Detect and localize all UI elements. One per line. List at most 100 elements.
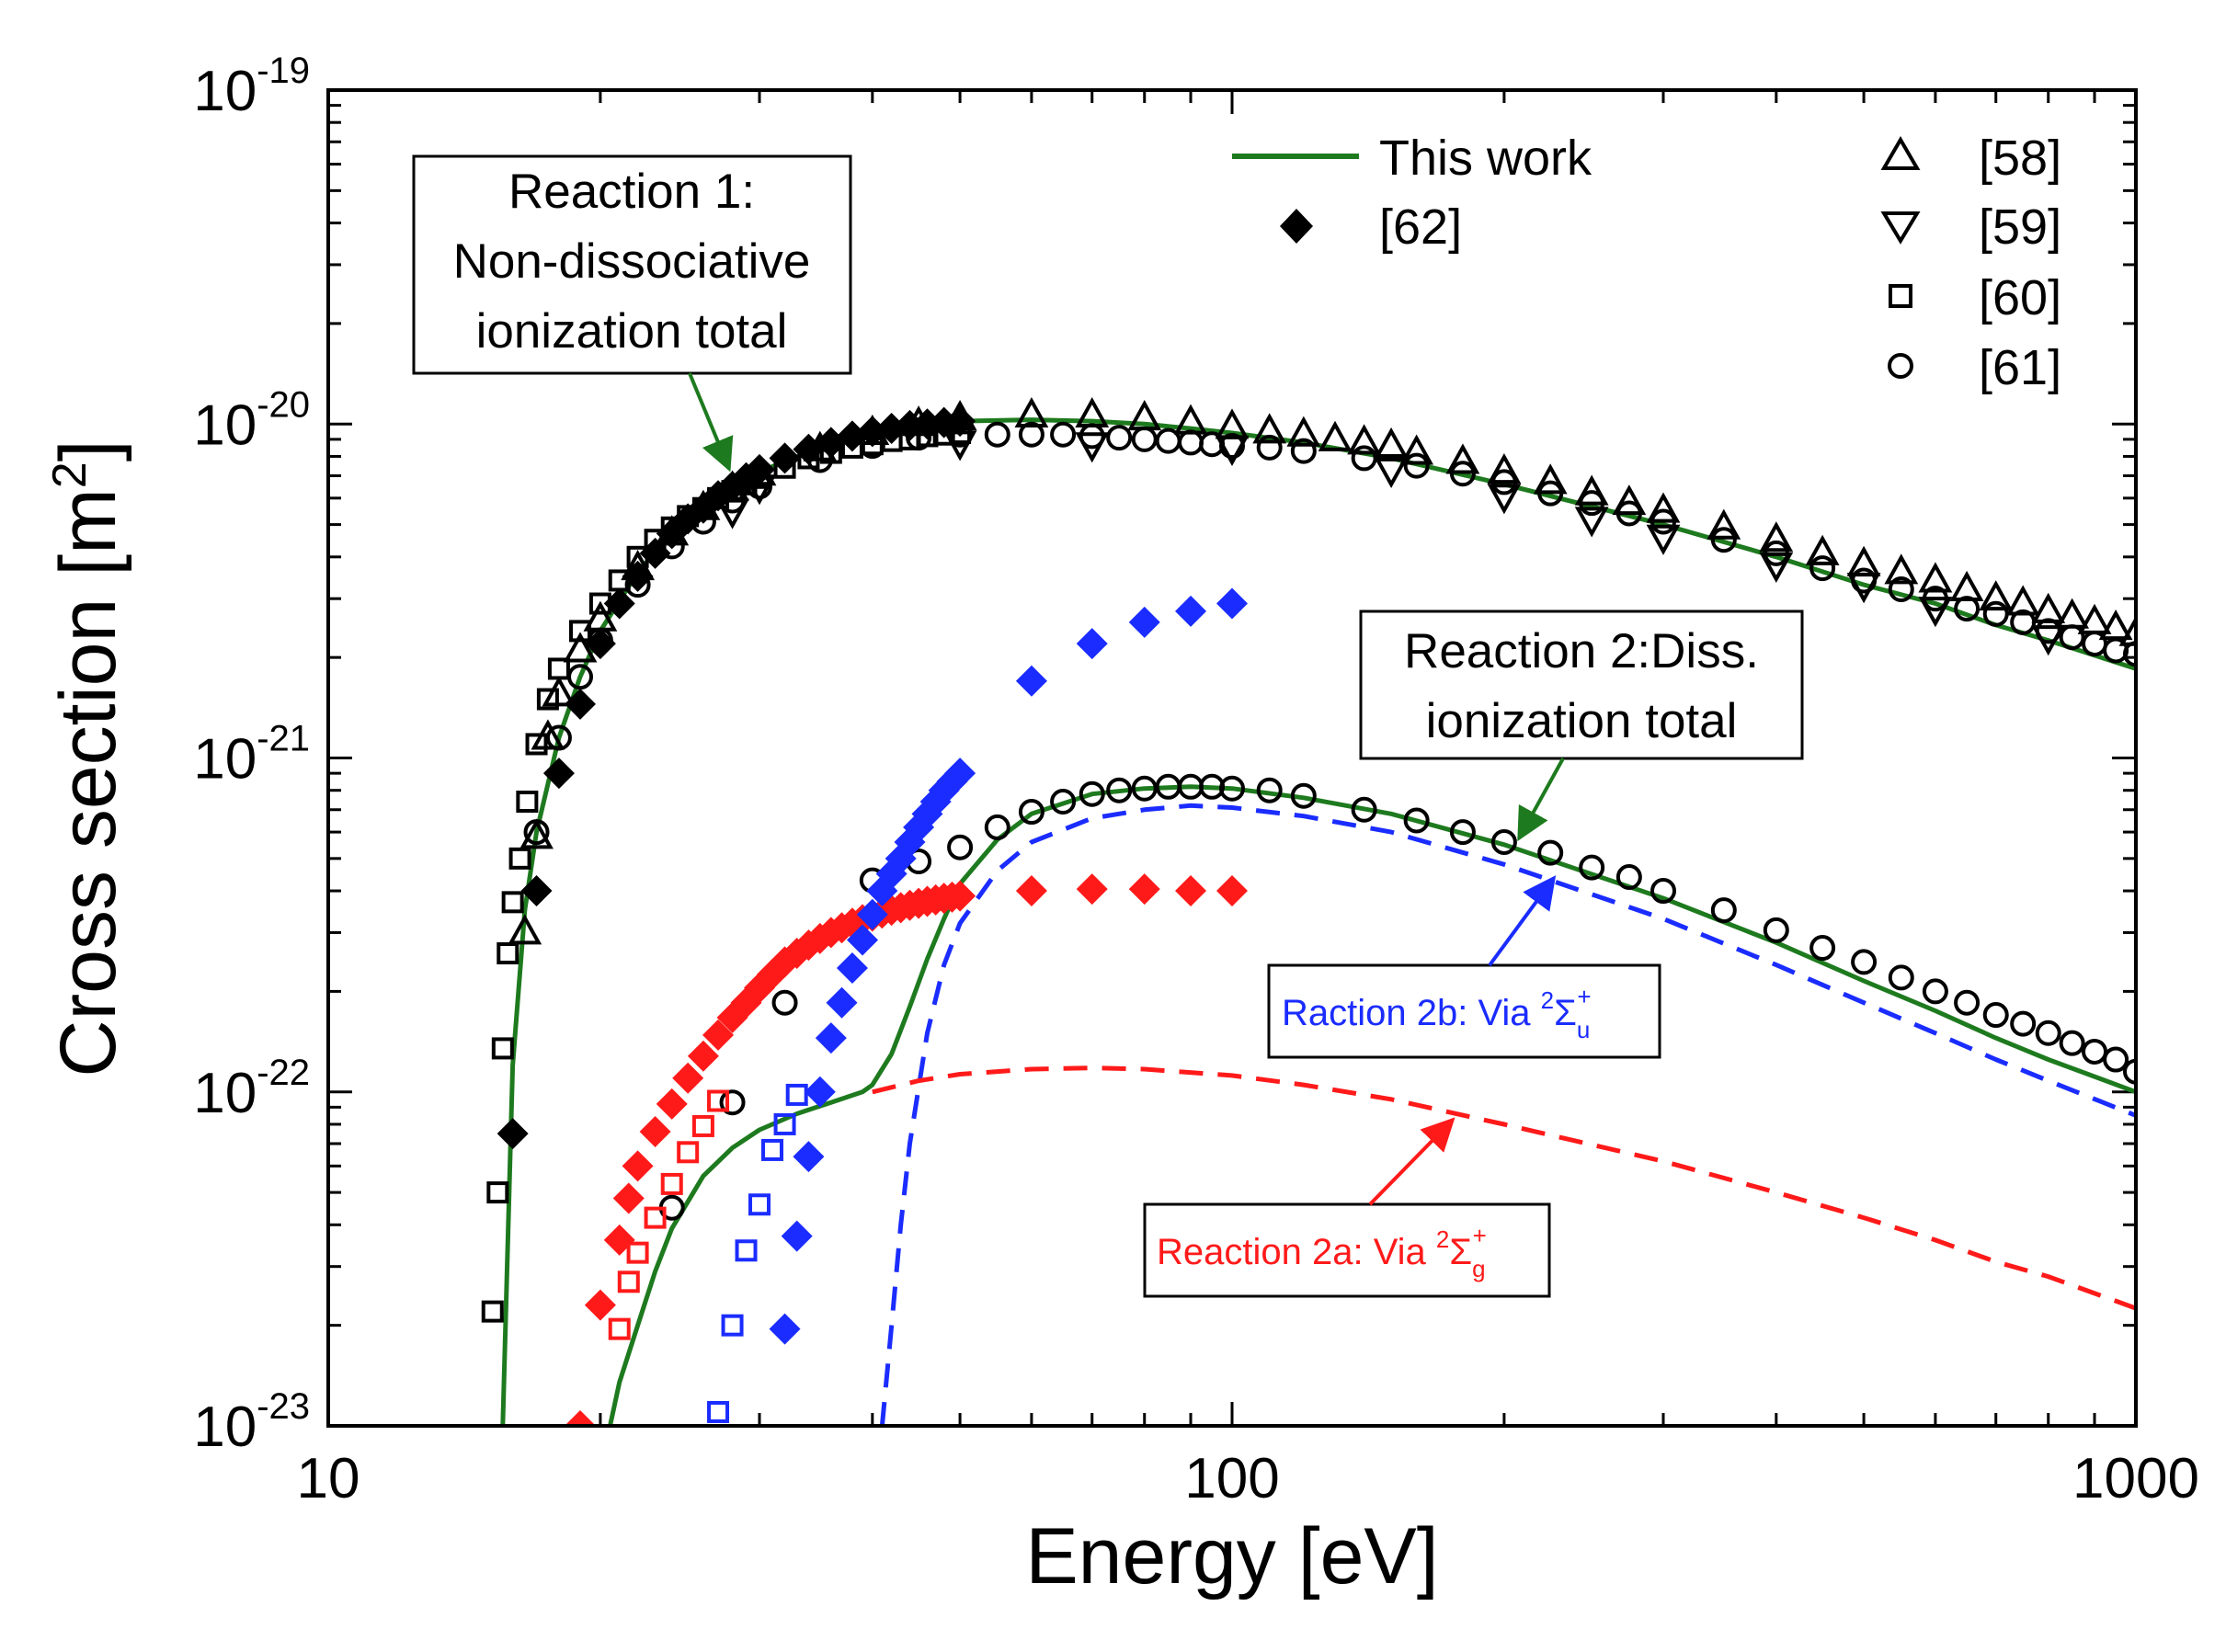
data-point (644, 1206, 667, 1229)
plot-frame (326, 88, 2138, 1428)
data-point (1763, 917, 1789, 943)
annotation-reaction-1-box (412, 154, 852, 375)
series-this-work-reaction-2-dissociative-total (608, 784, 2136, 1426)
data-point (677, 1141, 700, 1164)
annotation-reaction-2a-sym: Σ (1449, 1232, 1472, 1272)
annotation-reaction-2b-box (1267, 963, 1661, 1059)
data-point (2082, 631, 2108, 657)
data-point (747, 473, 773, 500)
legend-marker-60 (1889, 284, 1912, 308)
legend-label-this-work: This work (1379, 131, 1592, 186)
data-point (719, 487, 746, 514)
data-point (1449, 819, 1476, 846)
data-point (1219, 433, 1245, 460)
data-point (565, 688, 597, 720)
data-point (944, 758, 976, 790)
plot-series (481, 396, 2136, 1426)
annotation-reaction-1-line-2: Non-dissociative (453, 234, 811, 289)
data-point (1351, 796, 1377, 823)
series-reaction-2b-via-2-u (879, 803, 2136, 1426)
data-point (1216, 875, 1248, 907)
data-point (1318, 420, 1353, 451)
data-point (1615, 500, 1642, 527)
data-point (1763, 540, 1789, 566)
data-point (1252, 413, 1287, 444)
data-point (2123, 1058, 2136, 1085)
data-point (1487, 484, 1522, 515)
data-point (542, 758, 575, 790)
series-61-non-dissociative (523, 421, 2136, 846)
legend-marker-61 (1888, 353, 1913, 379)
data-point (660, 1172, 683, 1195)
data-point (804, 1076, 836, 1108)
data-point (2005, 585, 2040, 616)
data-point (855, 414, 890, 446)
data-point (942, 399, 977, 431)
data-point (1374, 427, 1409, 459)
data-point (847, 924, 879, 956)
annotation-reaction-1-line-3: ionization total (476, 304, 788, 359)
annotation-reaction-1: Reaction 1: Non-dissociative ionization … (412, 154, 852, 473)
data-point (785, 1083, 808, 1106)
series-reaction-2a-via-2-g (872, 1065, 2136, 1311)
data-point (1128, 873, 1160, 906)
data-point (1178, 429, 1204, 456)
data-point (1286, 416, 1321, 447)
annotation-reaction-1-arrow (688, 372, 734, 473)
data-point (735, 1239, 758, 1262)
annotation-reaction-2a-arrow (1368, 1117, 1455, 1206)
data-point (1018, 799, 1045, 826)
data-point (1106, 777, 1133, 803)
data-point (2077, 603, 2112, 634)
legend-label-61: [61] (1979, 340, 2061, 395)
data-point (1954, 989, 1981, 1016)
data-point (1290, 782, 1317, 809)
data-point (491, 1037, 514, 1060)
data-point (2035, 618, 2061, 644)
data-point (944, 880, 976, 912)
data-point (2103, 1046, 2129, 1073)
data-point (1574, 507, 1609, 538)
y-axis-title-main: Cross section [m (44, 488, 132, 1077)
annotation-reaction-2b: Raction 2b: Via 2Σu + (1267, 875, 1661, 1059)
data-point (516, 791, 539, 814)
data-point (721, 1314, 744, 1337)
data-point (523, 819, 550, 846)
data-point (702, 1019, 735, 1051)
data-point (658, 533, 685, 560)
data-point (1131, 426, 1158, 452)
annotation-reaction-2a-box (1143, 1202, 1551, 1298)
data-point (497, 1118, 529, 1150)
data-point (687, 1040, 719, 1072)
data-point (761, 1138, 784, 1161)
data-point (508, 914, 542, 945)
data-point (984, 421, 1010, 448)
annotation-reaction-2a-sub: g (1472, 1255, 1485, 1282)
series-62-reaction-2b (769, 587, 1248, 1345)
y-tick-label-exp: -22 (257, 1053, 310, 1093)
legend-marker-58 (1880, 136, 1921, 170)
annotation-reaction-2b-label: Raction 2b: Via 2Σu + (1282, 983, 1592, 1043)
data-point (1579, 490, 1605, 517)
data-point (773, 1112, 796, 1135)
legend-marker-62 (1280, 209, 1313, 244)
data-point (1579, 854, 1605, 881)
data-point (1256, 777, 1283, 803)
data-point (721, 480, 744, 503)
data-point (1759, 552, 1794, 584)
data-point (1374, 457, 1409, 489)
series-60-reaction-2b (707, 1083, 808, 1423)
data-point (1574, 474, 1609, 506)
data-point (691, 1114, 714, 1137)
data-point (1922, 586, 1948, 612)
annotation-reaction-2b-sym: Σ (1554, 993, 1577, 1033)
data-point (1979, 580, 2014, 611)
annotation-reaction-2a-label: Reaction 2a: Via 2Σg + (1157, 1222, 1487, 1282)
data-point (2059, 1030, 2085, 1056)
data-point (603, 1224, 635, 1256)
data-point (947, 834, 974, 860)
y-tick-label-base: 10 (193, 1396, 257, 1459)
annotation-reaction-2a: Reaction 2a: Via 2Σg + (1143, 1117, 1551, 1298)
data-point (1018, 421, 1045, 448)
annotation-reaction-2b-sup2: + (1577, 983, 1591, 1010)
